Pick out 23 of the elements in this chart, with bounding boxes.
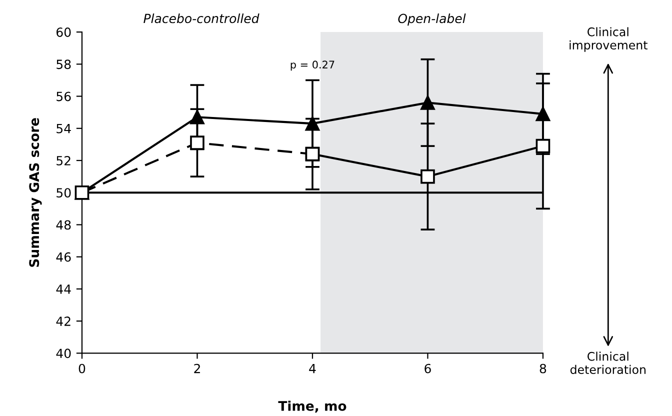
y-tick-label: 60 <box>56 28 71 37</box>
text: Placebo-controlled <box>144 14 260 24</box>
y-axis-title: Summary GAS score <box>29 118 42 267</box>
y-tick-label: 46 <box>56 252 71 262</box>
y-tick-label: 40 <box>56 348 71 358</box>
x-tick-label: 8 <box>540 364 546 374</box>
x-tick-label: 6 <box>424 364 431 374</box>
x-tick-label: 4 <box>309 364 316 374</box>
y-tick-label: 42 <box>56 316 70 326</box>
x-tick-label: 0 <box>78 364 86 374</box>
y-tick-label: 58 <box>56 60 71 70</box>
text: Clinical deterioration <box>570 352 646 374</box>
y-tick-label: 50 <box>56 188 71 198</box>
y-tick-label: 52 <box>56 156 70 166</box>
annotation: p = 0.27 <box>290 60 334 71</box>
x-tick-label: 2 <box>194 364 200 374</box>
y-tick-label: 48 <box>56 220 71 230</box>
y-tick-label: 54 <box>56 124 71 134</box>
x-axis-title: Time, mo <box>278 400 346 413</box>
y-tick-label: 44 <box>56 284 71 294</box>
text: Clinical improvement <box>570 27 648 52</box>
band-label: Open-label <box>398 14 466 26</box>
y-tick-label: 56 <box>56 92 71 102</box>
